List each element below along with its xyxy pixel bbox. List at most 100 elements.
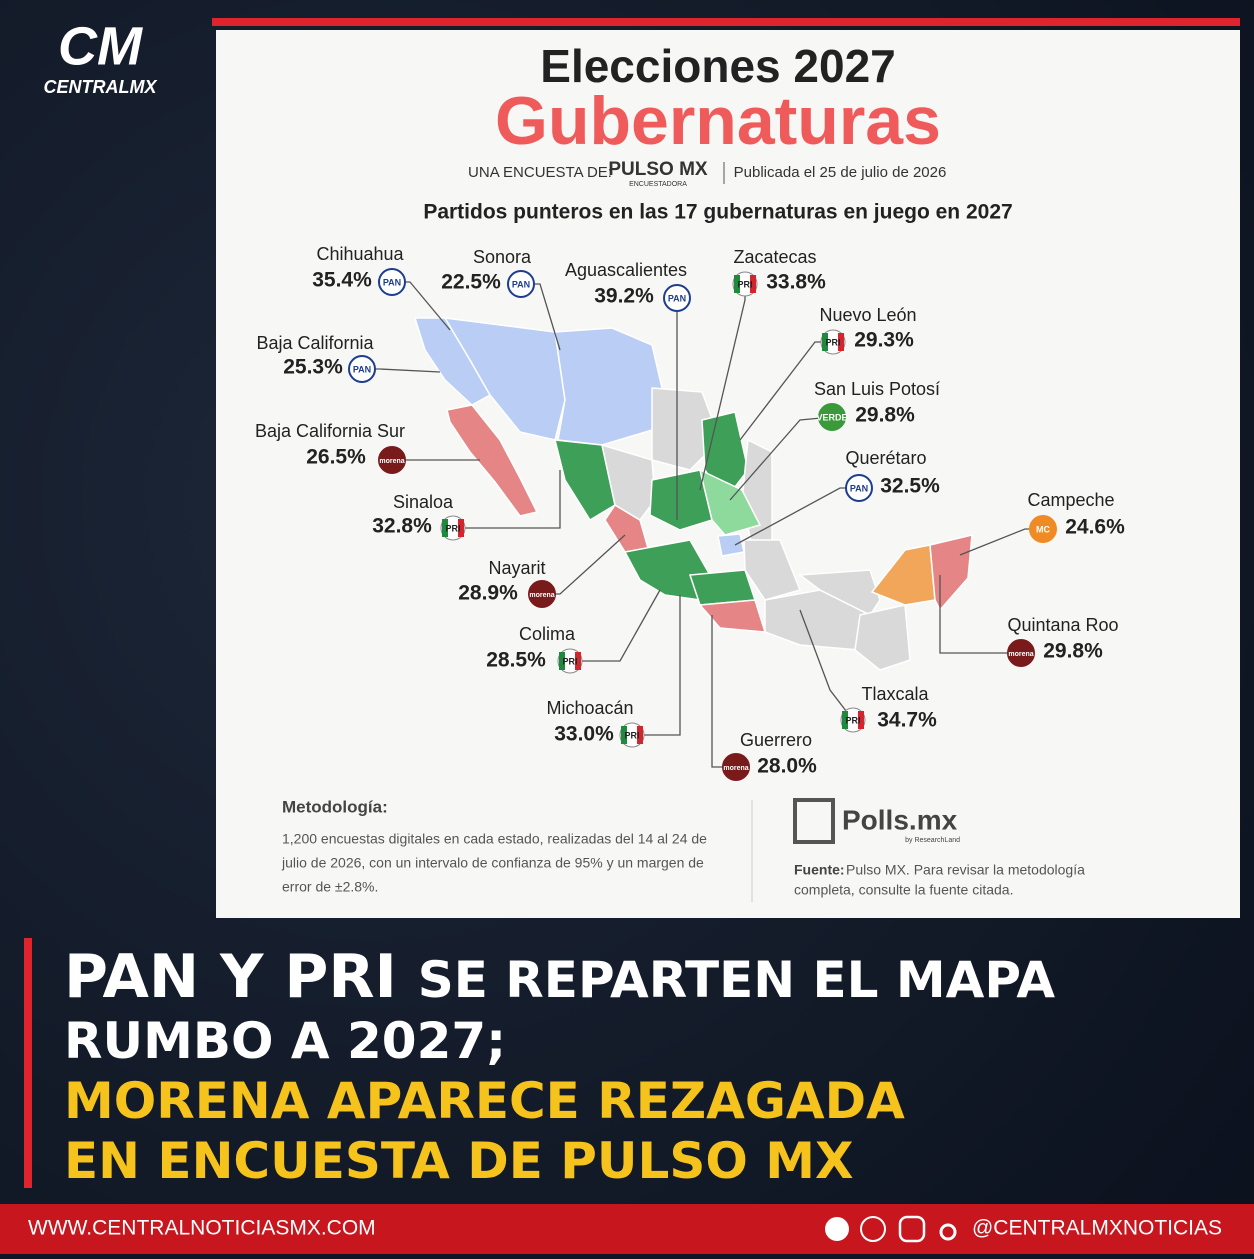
state-value: 29.8%	[1043, 640, 1103, 663]
icon	[860, 1216, 886, 1242]
state-name: Chihuahua	[316, 244, 404, 264]
leader-line	[453, 470, 561, 529]
icon	[825, 1217, 849, 1241]
state-value: 25.3%	[283, 356, 343, 379]
handle: @CENTRALMXNOTICIAS	[972, 1217, 1222, 1240]
website: WWW.CENTRALNOTICIASMX.COM	[28, 1217, 376, 1240]
source-text: Pulso MX. Para revisar la metodología	[846, 862, 1085, 878]
badge-stripe	[822, 333, 828, 351]
party-label: PRI	[737, 279, 752, 289]
badge-stripe	[559, 652, 565, 670]
party-label: PRI	[825, 337, 840, 347]
top-bar	[212, 18, 1240, 26]
state-name: Sonora	[473, 247, 532, 267]
state-value: 32.8%	[372, 515, 432, 538]
state-value: 33.8%	[766, 271, 826, 294]
leader-line	[939, 575, 1021, 654]
badge-stripe	[842, 711, 848, 729]
headline-line: MORENA APARECE REZAGADA	[64, 1072, 905, 1130]
badge	[378, 268, 406, 296]
polls-tag: by ResearchLand	[905, 837, 960, 844]
methodology-text: 1,200 encuestas digitales en cada estado…	[282, 831, 707, 847]
state-value: 29.8%	[855, 404, 915, 427]
badge-stripe	[442, 519, 448, 537]
icon	[898, 1215, 926, 1243]
logo: CM	[58, 16, 143, 76]
region	[651, 387, 721, 471]
party-label: morena	[379, 458, 404, 465]
badge	[1007, 639, 1035, 667]
region	[649, 469, 713, 531]
region	[600, 443, 656, 521]
state-name: Nuevo León	[819, 305, 916, 325]
state-value: 28.5%	[486, 649, 546, 672]
state-name: San Luis Potosí	[814, 379, 940, 399]
party-label: PAN	[353, 364, 371, 374]
badge	[378, 446, 406, 474]
headline-line: PAN Y PRI SE REPARTEN EL MAPA	[64, 942, 1055, 1012]
state-name: Colima	[519, 624, 576, 644]
source-label: Fuente:	[794, 862, 845, 878]
state-name: Guerrero	[740, 730, 812, 750]
icon	[939, 1223, 957, 1241]
badge	[528, 580, 556, 608]
state-value: 34.7%	[877, 709, 937, 732]
methodology-text: error de ±2.8%.	[282, 879, 378, 895]
badge-stripe	[621, 726, 627, 744]
title: Elecciones 2027	[540, 40, 895, 92]
state-name: Nayarit	[488, 558, 545, 578]
leader-line	[799, 609, 854, 721]
party-label: PRI	[445, 523, 460, 533]
source-text: completa, consulte la fuente citada.	[794, 882, 1013, 898]
published: Publicada el 25 de julio de 2026	[734, 164, 947, 181]
party-label: PRI	[845, 715, 860, 725]
badge-stripe	[458, 519, 464, 537]
pollster-tag: ENCUESTADORA	[629, 181, 687, 188]
region	[698, 468, 762, 536]
subtitle: Gubernaturas	[495, 83, 941, 159]
party-label: PAN	[383, 277, 401, 287]
party-label: PRI	[624, 730, 639, 740]
party-label: MC	[1036, 524, 1050, 534]
badge-stripe	[637, 726, 643, 744]
badge	[818, 403, 846, 431]
party-label: PAN	[668, 293, 686, 303]
state-name: Querétaro	[845, 448, 926, 468]
state-value: 35.4%	[312, 269, 372, 292]
state-value: 33.0%	[554, 723, 614, 746]
region	[554, 327, 663, 446]
headline-line: EN ENCUESTA DE PULSO MX	[64, 1132, 854, 1190]
badge-stripe	[858, 711, 864, 729]
state-name: Michoacán	[546, 698, 633, 718]
leader-line	[570, 589, 661, 662]
region	[554, 439, 616, 522]
badge	[845, 474, 873, 502]
region	[446, 404, 539, 517]
headline-strong: PAN Y PRI	[64, 942, 397, 1012]
brand-name: CENTRALMX	[44, 77, 158, 97]
state-value: 28.9%	[458, 582, 518, 605]
badge-stripe	[838, 333, 844, 351]
state-value: 26.5%	[306, 446, 366, 469]
methodology-title: Metodología:	[282, 797, 388, 816]
region	[717, 533, 745, 557]
accent	[24, 938, 32, 1188]
state-value: 29.3%	[854, 329, 914, 352]
badge	[507, 270, 535, 298]
party-label: morena	[1008, 651, 1033, 658]
party-label: PAN	[512, 279, 530, 289]
heading: Partidos punteros en las 17 gubernaturas…	[423, 201, 1012, 224]
state-value: 28.0%	[757, 755, 817, 778]
party-label: morena	[529, 592, 554, 599]
footer-bar	[0, 1204, 1254, 1254]
state-name: Sinaloa	[393, 492, 454, 512]
party-label: morena	[723, 765, 748, 772]
party-label: PAN	[850, 483, 868, 493]
state-name: Campeche	[1027, 490, 1114, 510]
badge	[663, 284, 691, 312]
state-value: 24.6%	[1065, 516, 1125, 539]
region	[797, 569, 881, 616]
badge-stripe	[734, 275, 740, 293]
